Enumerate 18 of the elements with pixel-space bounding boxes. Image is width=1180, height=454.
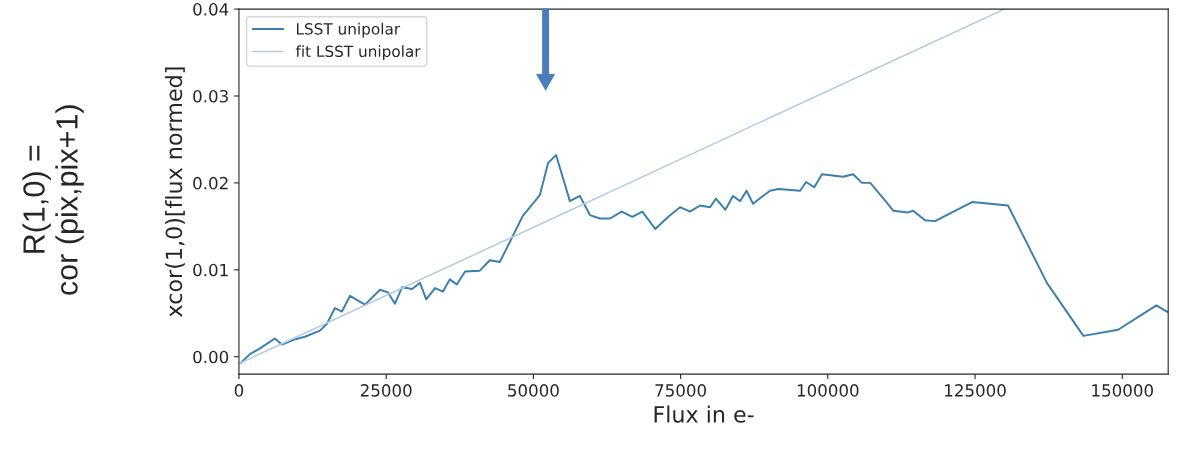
- x-tick-label: 150000: [1092, 384, 1153, 397]
- y-tick-label: 0.04: [193, 3, 229, 16]
- legend-label: LSST unipolar: [296, 22, 401, 38]
- x-tick-label: 25000: [360, 384, 412, 397]
- x-tick-label: 75000: [655, 384, 707, 397]
- x-axis-title: Flux in e-: [654, 405, 754, 423]
- x-tick-label: 50000: [508, 384, 559, 397]
- y-tick-label: 0.01: [193, 263, 228, 277]
- x-tick-label: 100000: [797, 384, 859, 397]
- legend-label: fit LSST unipolar: [295, 45, 421, 61]
- x-tick-label: 0: [234, 384, 244, 397]
- y-tick-label: 0.02: [193, 176, 228, 190]
- text: R(1,0) = cor (pix,pix+1): [22, 105, 84, 295]
- y-tick-label: 0.00: [193, 350, 229, 364]
- line-series: [239, 154, 1169, 364]
- y-axis-title: xcor(1,0)[flux normed]: [165, 67, 185, 317]
- y-tick-label: 0.03: [193, 89, 228, 103]
- x-tick-label: 125000: [945, 384, 1006, 397]
